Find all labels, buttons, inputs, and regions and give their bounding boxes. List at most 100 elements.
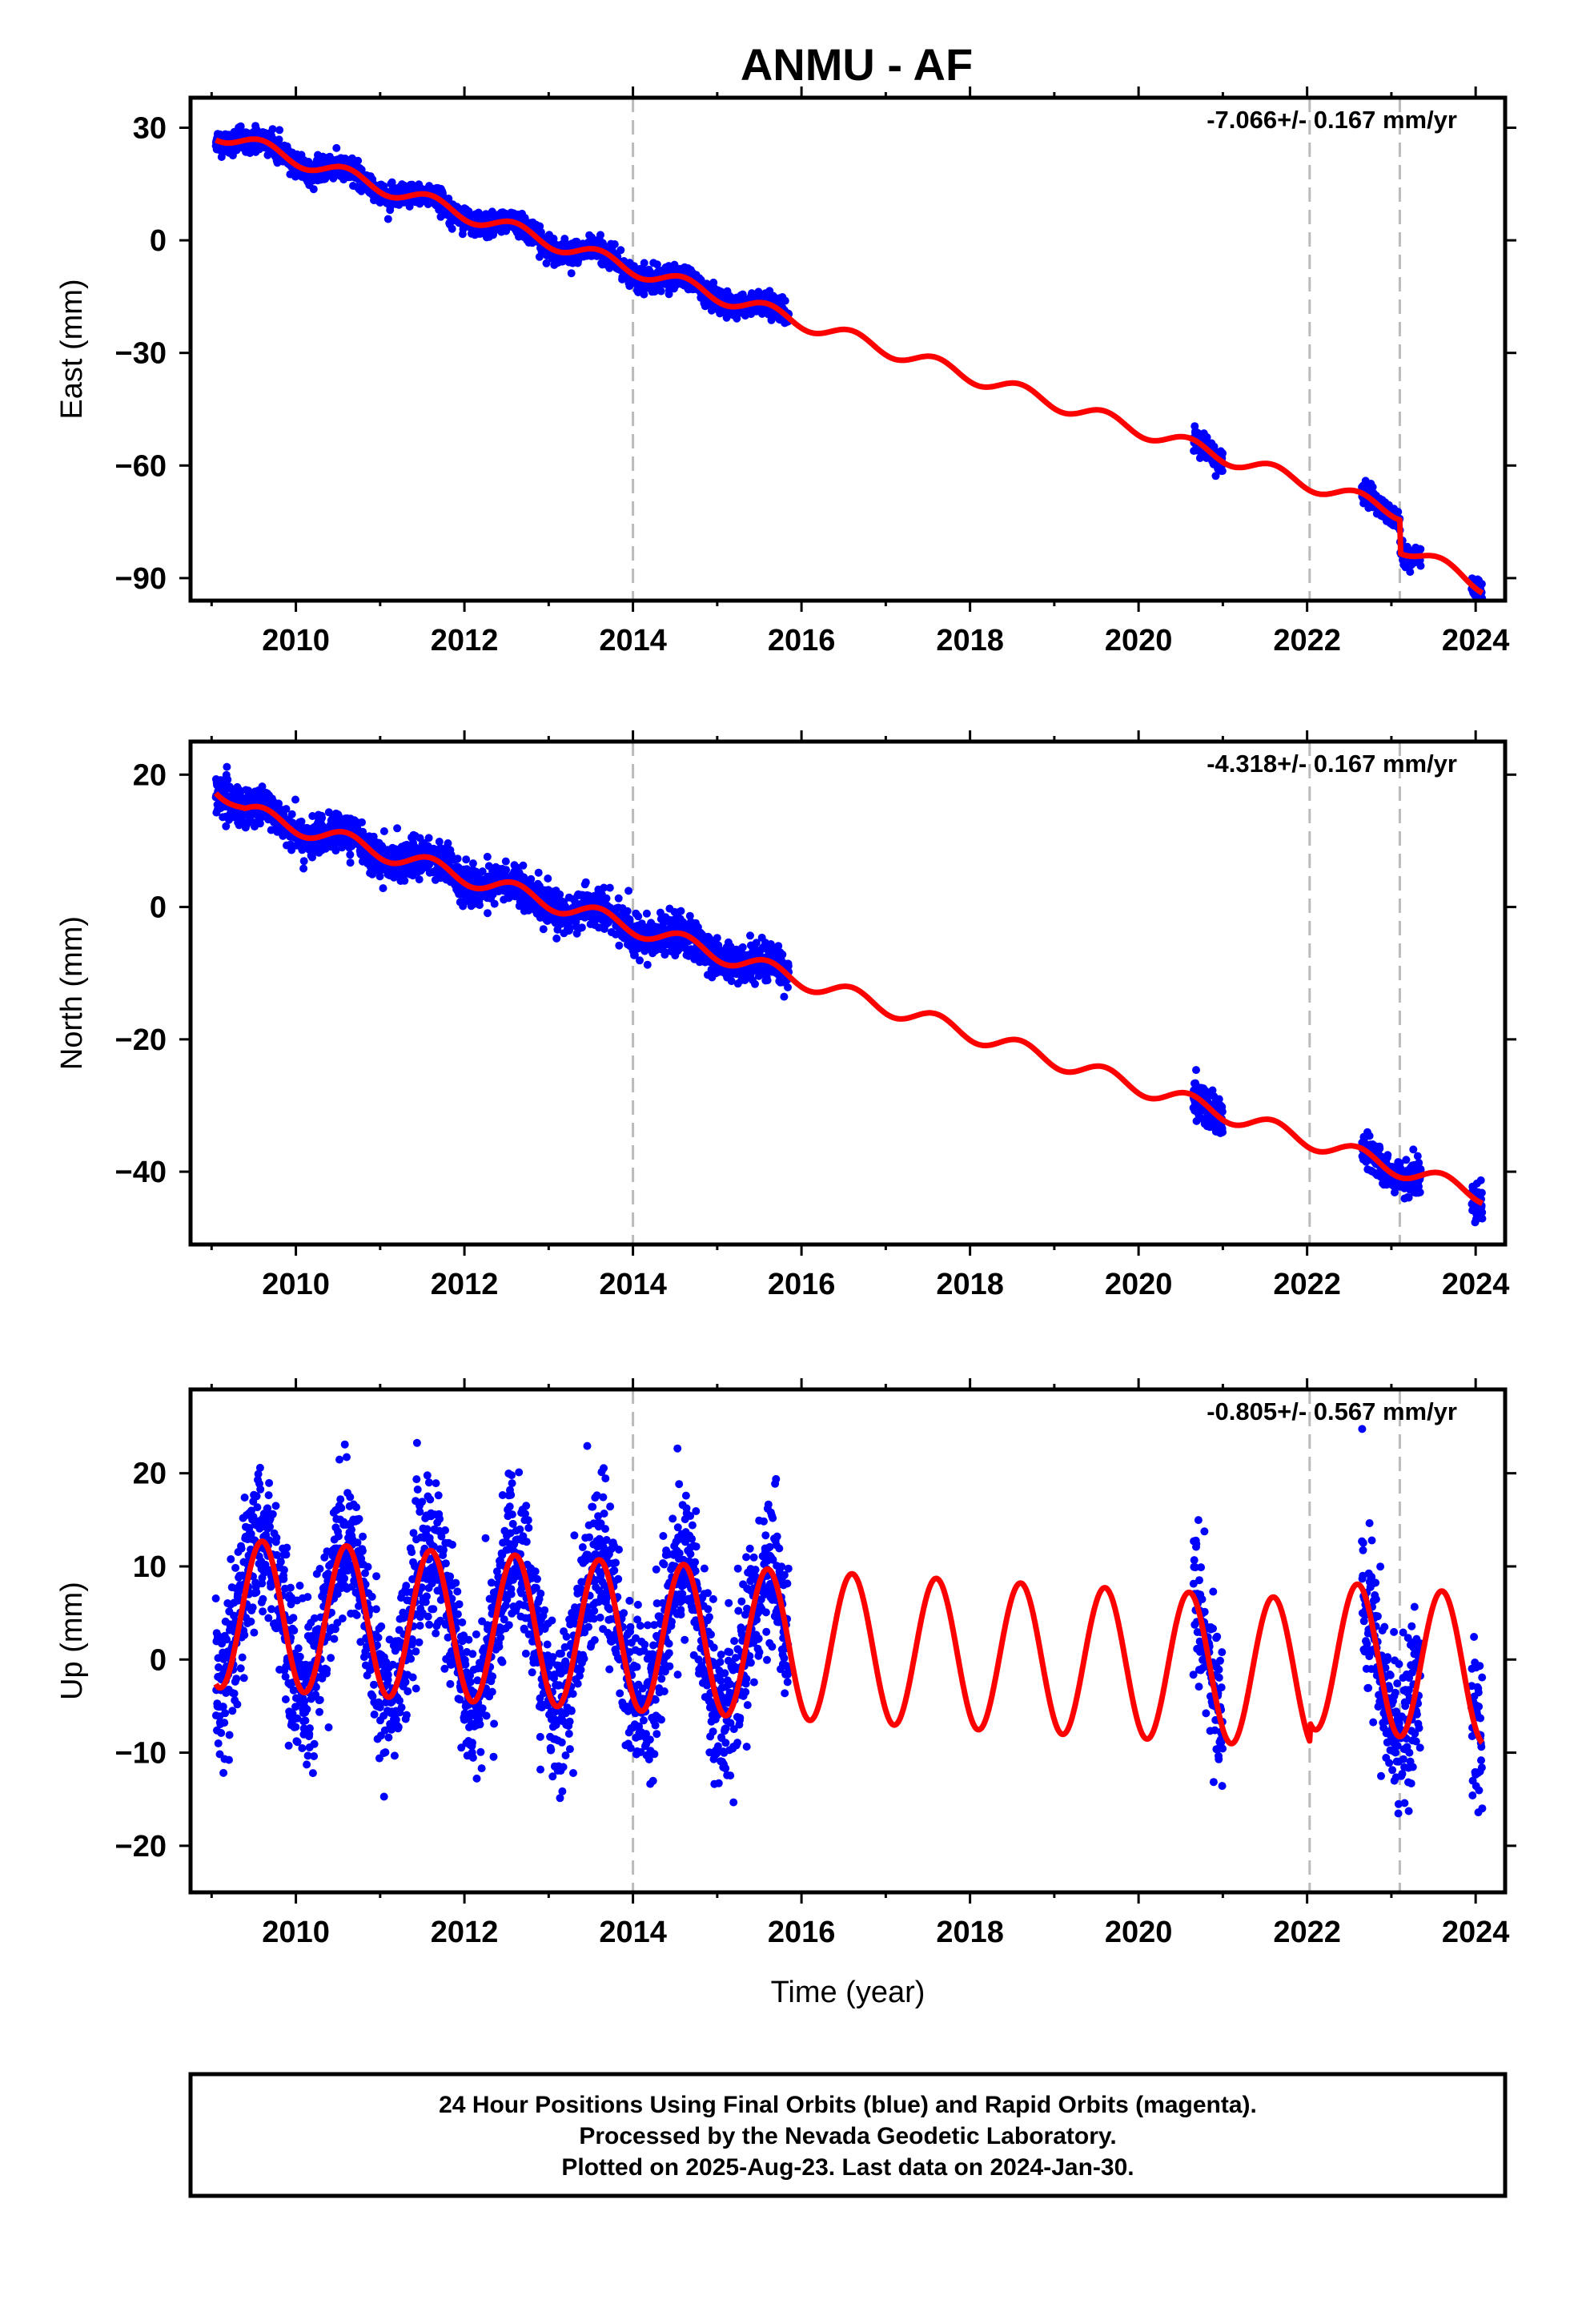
east-data-point (1416, 561, 1425, 570)
east-data-point (354, 156, 363, 165)
north-data-point (501, 857, 510, 866)
north-data-point (552, 934, 561, 943)
north-data-point (223, 775, 232, 784)
north-data-point (642, 909, 651, 918)
east-y-tick-label: −90 (115, 562, 167, 596)
east-data-point (309, 185, 318, 194)
east-data-point (616, 246, 625, 255)
east-x-tick-label: 2018 (936, 624, 1004, 657)
north-data-point (713, 934, 721, 943)
east-data-point (640, 259, 648, 267)
north-data-point (490, 899, 499, 908)
east-data-point (275, 135, 283, 144)
north-data-point (483, 852, 492, 861)
east-data-point (542, 259, 551, 267)
north-data-point (602, 894, 611, 903)
east-y-axis-label: East (mm) (55, 279, 89, 419)
north-data-point (677, 907, 685, 915)
north-data-point (623, 907, 632, 915)
north-data-point (565, 926, 574, 935)
east-data-point (656, 287, 665, 296)
east-data-point (329, 174, 338, 183)
north-data-point (778, 950, 787, 959)
north-data-point (358, 818, 366, 826)
east-data-point (448, 224, 456, 233)
north-data-point (625, 915, 634, 924)
east-data-point (1477, 580, 1486, 589)
east-x-tick-label: 2014 (599, 624, 667, 657)
north-data-point (643, 960, 652, 969)
east-y-tick-label: 30 (133, 111, 167, 145)
north-data-point (784, 983, 792, 991)
east-y-tick-label: −60 (115, 449, 167, 483)
north-data-point (400, 876, 409, 885)
north-data-point (346, 858, 355, 867)
east-data-point (275, 126, 284, 135)
north-data-point (223, 762, 231, 771)
north-data-point (393, 824, 402, 833)
east-plot-area (211, 122, 1487, 601)
north-data-point (379, 827, 388, 835)
east-data-point (588, 233, 596, 242)
east-x-tick-label: 2016 (768, 624, 836, 657)
north-data-point (738, 943, 747, 951)
north-data-point (462, 855, 471, 864)
east-x-tick-label: 2022 (1273, 624, 1341, 657)
east-panel: 2010 2012 2014 2016 2018 2020 2022 2024 30 0 −30 −6… (55, 86, 1516, 657)
north-data-point (763, 976, 772, 985)
north-data-point (634, 912, 643, 921)
east-x-tick-label: 2024 (1442, 624, 1510, 657)
east-x-tick-label: 2020 (1105, 624, 1173, 657)
north-data-point (519, 861, 528, 870)
chart-title: ANMU - AF (741, 39, 973, 90)
east-data-point (596, 231, 604, 239)
north-data-point (534, 868, 543, 877)
north-data-point (468, 859, 477, 868)
east-data-point (1219, 449, 1227, 457)
east-data-point (1406, 568, 1415, 577)
east-y-tick-label: −30 (115, 337, 167, 371)
north-data-point (746, 931, 754, 940)
north-data-point (291, 795, 299, 804)
north-data-point (318, 814, 327, 822)
north-data-point (346, 850, 355, 859)
east-y-tick-label: 0 (150, 224, 167, 258)
north-data-point (581, 878, 590, 887)
north-data-point (614, 894, 623, 903)
north-data-point (539, 925, 548, 934)
east-data-point (1416, 545, 1425, 553)
north-data-point (577, 923, 586, 932)
north-data-point (299, 857, 308, 866)
east-x-tick-label: 2012 (431, 624, 499, 657)
north-data-point (605, 883, 614, 892)
north-data-point (484, 909, 492, 918)
north-data-point (379, 884, 387, 893)
east-data-point (332, 143, 341, 152)
north-data-point (544, 875, 552, 883)
east-data-point (610, 240, 619, 248)
north-data-point (751, 979, 759, 988)
east-data-point (536, 227, 545, 236)
north-data-point (476, 901, 484, 910)
north-data-point (636, 956, 644, 965)
north-data-point (780, 992, 789, 1001)
east-data-point (1218, 467, 1227, 476)
north-data-point (624, 887, 633, 895)
north-data-point (453, 854, 462, 863)
east-data-point (567, 269, 576, 278)
east-data-point (781, 296, 789, 305)
north-data-point (415, 875, 424, 884)
east-data-point (236, 122, 245, 131)
east-rate-label: -7.066+/- 0.167 mm/yr (1207, 106, 1457, 134)
north-data-point (299, 864, 308, 873)
north-data-point (615, 941, 624, 950)
north-data-point (1192, 1066, 1200, 1075)
east-x-tick-label: 2010 (262, 624, 330, 657)
north-data-point (424, 834, 433, 842)
north-data-point (502, 866, 511, 875)
east-data-point (405, 202, 414, 211)
north-data-point (444, 839, 452, 847)
east-data-point (383, 215, 392, 223)
